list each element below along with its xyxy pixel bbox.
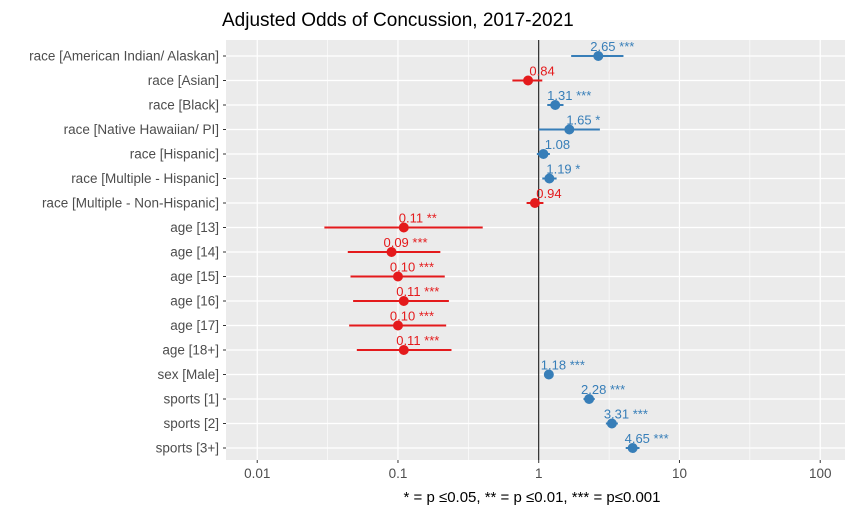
estimate-label: 0.11 ** bbox=[399, 211, 437, 226]
estimate-label: 0.10 *** bbox=[390, 309, 434, 324]
estimate-point bbox=[584, 394, 595, 404]
grid-lines bbox=[226, 40, 845, 460]
estimate-point bbox=[398, 222, 409, 233]
estimate-point bbox=[529, 198, 540, 208]
estimate-label: 1.31 *** bbox=[547, 88, 591, 103]
data-marks: 2.65 *** 0.84 1.31 *** 1.65 * 1.08 1.19 * 0.94… bbox=[324, 39, 669, 453]
estimate-point bbox=[543, 369, 554, 380]
x-tick-label: 1 bbox=[535, 466, 543, 481]
estimate-label: 2.28 *** bbox=[581, 382, 625, 397]
y-tick-label: age [15] bbox=[170, 269, 219, 284]
estimate-point bbox=[392, 320, 403, 331]
x-axis-ticks: 0.01 0.1 1 10 100 bbox=[244, 460, 831, 481]
estimate-label: 0.09 *** bbox=[383, 235, 427, 250]
estimate-label: 0.94 bbox=[536, 186, 561, 201]
estimate-point bbox=[398, 296, 409, 306]
y-tick-label: race [Asian] bbox=[148, 73, 219, 88]
estimate-label: 1.19 * bbox=[546, 162, 580, 177]
estimate-label: 4.65 *** bbox=[625, 431, 669, 446]
y-tick-label: sports [2] bbox=[163, 416, 219, 431]
y-tick-label: age [18+] bbox=[162, 343, 219, 358]
estimate-label: 2.65 *** bbox=[590, 39, 634, 54]
estimate-label: 1.18 *** bbox=[541, 358, 585, 373]
estimate-label: 1.65 * bbox=[566, 113, 600, 128]
estimate-point bbox=[544, 173, 555, 184]
estimate-label: 1.08 bbox=[545, 137, 570, 152]
y-tick-label: sports [3+] bbox=[156, 441, 219, 456]
estimate-label: 0.10 *** bbox=[390, 260, 434, 275]
x-tick-label: 100 bbox=[809, 466, 832, 481]
y-tick-label: race [Black] bbox=[148, 98, 219, 113]
y-tick-label: age [14] bbox=[170, 245, 219, 260]
y-tick-label: race [Multiple - Non-Hispanic] bbox=[42, 196, 219, 211]
y-axis-labels: race [American Indian/ Alaskan] race [Asi… bbox=[29, 49, 226, 456]
y-tick-label: race [Native Hawaiian/ PI] bbox=[64, 122, 219, 137]
estimate-point bbox=[392, 271, 403, 282]
y-tick-label: race [American Indian/ Alaskan] bbox=[29, 49, 219, 64]
estimate-point bbox=[523, 75, 534, 86]
estimate-label: 3.31 *** bbox=[604, 407, 648, 422]
estimate-label: 0.11 *** bbox=[396, 333, 439, 348]
estimate-point bbox=[538, 149, 549, 159]
y-tick-label: sex [Male] bbox=[157, 367, 219, 382]
estimate-point bbox=[593, 51, 604, 61]
plot-panel bbox=[226, 40, 845, 460]
estimate-point bbox=[550, 100, 561, 110]
estimate-point bbox=[398, 345, 409, 355]
chart-title: Adjusted Odds of Concussion, 2017-2021 bbox=[222, 10, 574, 31]
y-tick-label: age [13] bbox=[170, 220, 219, 235]
y-tick-label: age [17] bbox=[170, 318, 219, 333]
y-tick-label: race [Hispanic] bbox=[130, 147, 219, 162]
y-tick-label: sports [1] bbox=[163, 392, 219, 407]
estimate-point bbox=[606, 418, 617, 429]
y-tick-label: age [16] bbox=[170, 294, 219, 309]
estimate-label: 0.84 bbox=[529, 64, 554, 79]
x-tick-label: 0.01 bbox=[244, 466, 270, 481]
x-tick-label: 10 bbox=[672, 466, 687, 481]
estimate-point bbox=[386, 247, 397, 257]
estimate-label: 0.11 *** bbox=[396, 284, 439, 299]
y-tick-label: race [Multiple - Hispanic] bbox=[71, 171, 219, 186]
x-axis-label: * = p ≤0.05, ** = p ≤0.01, *** = p≤0.001 bbox=[404, 489, 661, 506]
x-tick-label: 0.1 bbox=[389, 466, 408, 481]
estimate-point bbox=[627, 443, 638, 453]
estimate-point bbox=[564, 124, 575, 135]
